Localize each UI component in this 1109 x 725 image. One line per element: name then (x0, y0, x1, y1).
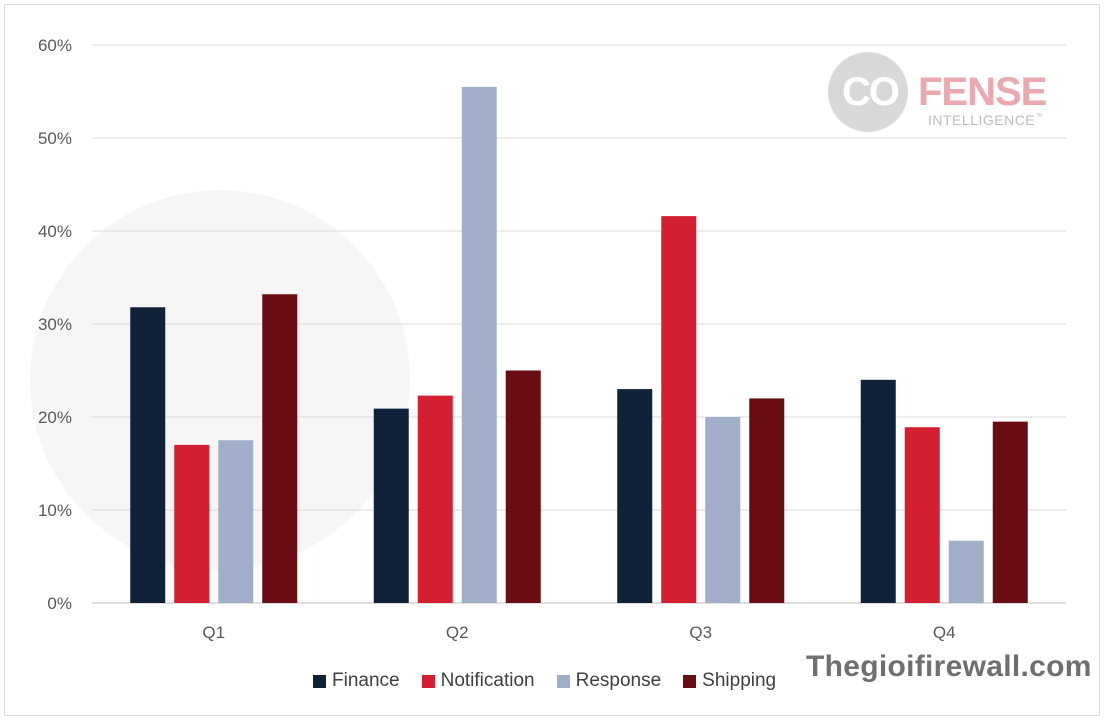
x-tick-label: Q2 (446, 623, 469, 642)
x-tick-label: Q3 (689, 623, 712, 642)
bar-response-q3 (705, 417, 741, 603)
bar-shipping-q1 (262, 294, 298, 603)
y-tick-label: 50% (38, 129, 72, 148)
legend-swatch-shipping (683, 674, 697, 688)
bar-finance-q4 (860, 379, 896, 603)
chart-legend: Finance Notification Response Shipping (313, 670, 798, 692)
logo-brand-part1: CO (842, 70, 900, 114)
y-tick-label: 10% (38, 501, 72, 520)
site-watermark-text: Thegioifirewall.com (806, 650, 1092, 683)
legend-swatch-notification (421, 674, 435, 688)
bar-response-q4 (948, 540, 984, 603)
legend-item-response: Response (556, 670, 662, 692)
bar-response-q1 (218, 440, 254, 603)
legend-swatch-response (556, 674, 570, 688)
logo-brand-part2: FENSE (918, 70, 1047, 114)
cofense-logo: CO FENSE INTELLIGENCE™ (828, 52, 1058, 137)
y-tick-label: 20% (38, 408, 72, 427)
bar-notification-q2 (417, 395, 453, 603)
logo-subtitle: INTELLIGENCE™ (928, 112, 1044, 128)
y-tick-label: 60% (38, 36, 72, 55)
legend-item-finance: Finance (313, 670, 400, 692)
x-tick-label: Q1 (202, 623, 225, 642)
bar-shipping-q4 (992, 421, 1028, 603)
bar-finance-q1 (130, 307, 166, 603)
bar-shipping-q2 (505, 370, 541, 603)
legend-label-finance: Finance (332, 670, 400, 691)
bar-shipping-q3 (749, 398, 785, 603)
legend-swatch-finance (313, 674, 326, 688)
x-tick-label: Q4 (933, 623, 956, 642)
y-tick-label: 30% (38, 315, 72, 334)
legend-label-shipping: Shipping (702, 670, 777, 691)
legend-item-notification: Notification (421, 670, 535, 692)
y-tick-label: 0% (47, 594, 72, 613)
bar-finance-q3 (617, 389, 653, 603)
logo-circle (828, 52, 908, 132)
bar-notification-q4 (904, 427, 940, 603)
y-tick-label: 40% (38, 222, 72, 241)
bar-notification-q1 (174, 444, 210, 603)
bar-notification-q3 (661, 216, 697, 603)
legend-label-response: Response (575, 670, 662, 691)
legend-item-shipping: Shipping (683, 670, 776, 692)
legend-label-notification: Notification (440, 670, 535, 691)
bar-response-q2 (461, 86, 497, 604)
bar-finance-q2 (373, 408, 409, 603)
